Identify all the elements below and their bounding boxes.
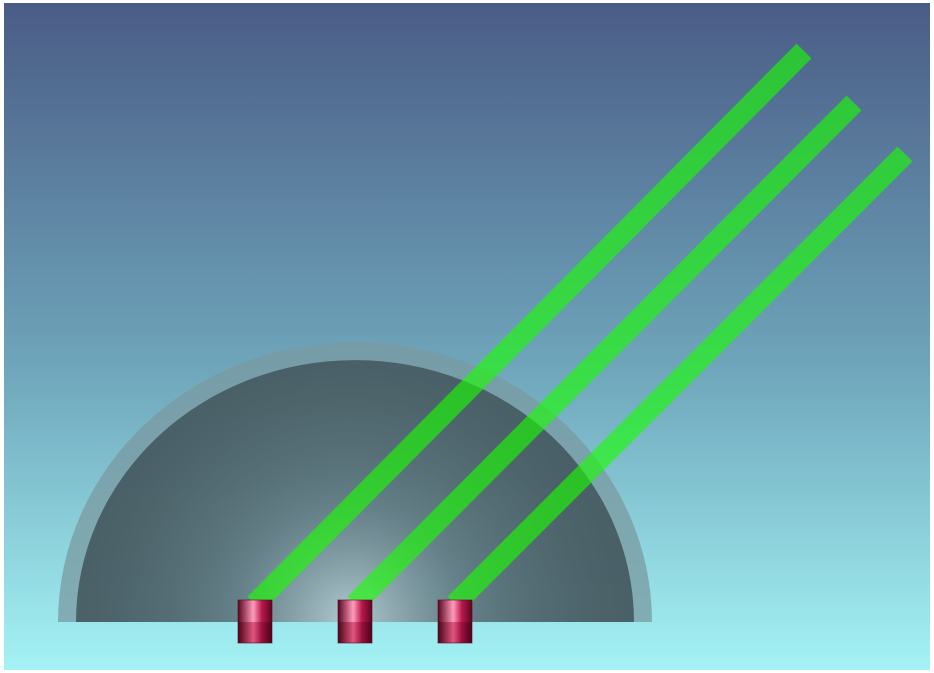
light-beam-3: [447, 146, 913, 612]
emitter-top-3: [438, 600, 472, 622]
emitter-base-1: [238, 622, 272, 643]
emitter-top-1: [238, 600, 272, 622]
emitters: [237, 599, 473, 644]
emitter-outline-3: [437, 599, 473, 644]
emitter-2: [337, 599, 373, 644]
light-beams: [247, 43, 913, 612]
emitter-outline-2: [337, 599, 373, 644]
light-beam-1: [247, 43, 812, 612]
emitter-top-2: [338, 600, 372, 622]
light-beam-2: [347, 95, 862, 612]
emitter-base-3: [438, 622, 472, 643]
emitter-outline-1: [237, 599, 273, 644]
emitter-base-2: [338, 622, 372, 643]
emitter-1: [237, 599, 273, 644]
emitter-3: [437, 599, 473, 644]
